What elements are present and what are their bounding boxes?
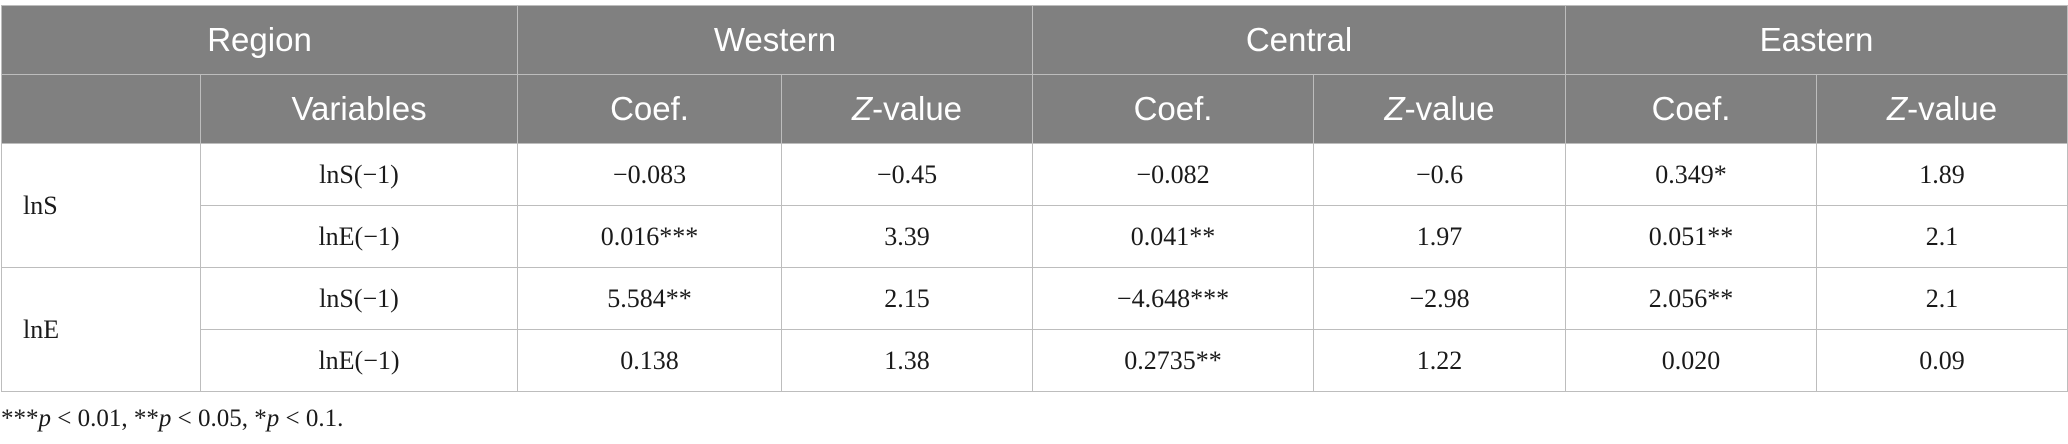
eastern-z-cell: 2.1	[1816, 205, 2068, 268]
western-z-cell: 3.39	[781, 205, 1034, 268]
table-row: lnE(−1) 0.138 1.38 0.2735** 1.22 0.020 0…	[2, 329, 2068, 392]
footnote-text-3: < 0.1.	[279, 405, 344, 432]
footnote-text-1: < 0.01, **	[51, 405, 159, 432]
z-suffix: -value	[1404, 90, 1495, 127]
regression-results-table: Region Western Central Eastern Variables…	[0, 5, 2068, 392]
central-z-cell: −0.6	[1313, 143, 1567, 206]
variable-cell: lnE(−1)	[199, 205, 519, 268]
header-row-regions: Region Western Central Eastern	[0, 5, 2068, 75]
western-z-cell: 2.15	[781, 267, 1034, 330]
variable-cell: lnS(−1)	[199, 143, 519, 206]
z-suffix: -value	[872, 90, 963, 127]
eastern-z-cell: 0.09	[1816, 329, 2068, 392]
z-suffix: -value	[1907, 90, 1998, 127]
western-coef-cell: 0.138	[517, 329, 783, 392]
header-central-coef: Coef.	[1032, 74, 1315, 144]
table-row: lnS lnS(−1) −0.083 −0.45 −0.082 −0.6 0.3…	[1, 143, 2068, 268]
z-letter: Z	[1887, 90, 1908, 127]
footnote-p-2: p	[158, 405, 172, 432]
header-eastern-coef: Coef.	[1565, 74, 1818, 144]
header-western-coef: Coef.	[517, 74, 783, 144]
eastern-z-cell: 1.89	[1816, 143, 2068, 206]
header-central-zvalue: Z-value	[1313, 74, 1567, 144]
central-coef-cell: 0.041**	[1032, 205, 1315, 268]
header-central: Central	[1032, 5, 1567, 75]
header-region: Region	[0, 5, 519, 75]
header-western-zvalue: Z-value	[781, 74, 1034, 144]
eastern-coef-cell: 2.056**	[1565, 267, 1818, 330]
central-coef-cell: −0.082	[1032, 143, 1315, 206]
header-eastern-zvalue: Z-value	[1816, 74, 2068, 144]
group-label-lns: lnS	[1, 143, 201, 268]
central-coef-cell: −4.648***	[1032, 267, 1315, 330]
header-variables: Variables	[199, 74, 519, 144]
header-row-columns: Variables Coef. Z-value Coef. Z-value Co…	[1, 74, 2068, 144]
significance-footnote: ***p < 0.01, **p < 0.05, *p < 0.1.	[1, 405, 343, 433]
eastern-coef-cell: 0.349*	[1565, 143, 1818, 206]
central-z-cell: 1.97	[1313, 205, 1567, 268]
variable-cell: lnS(−1)	[199, 267, 519, 330]
western-z-cell: −0.45	[781, 143, 1034, 206]
z-letter: Z	[1384, 90, 1405, 127]
footnote-p-1: p	[38, 405, 52, 432]
group-label-lne: lnE	[1, 267, 201, 392]
table-row: lnE(−1) 0.016*** 3.39 0.041** 1.97 0.051…	[2, 205, 2068, 268]
eastern-z-cell: 2.1	[1816, 267, 2068, 330]
header-western: Western	[517, 5, 1034, 75]
western-z-cell: 1.38	[781, 329, 1034, 392]
central-coef-cell: 0.2735**	[1032, 329, 1315, 392]
western-coef-cell: 5.584**	[517, 267, 783, 330]
header-blank-cell	[1, 74, 201, 144]
results-table-container: Region Western Central Eastern Variables…	[0, 5, 2068, 392]
header-eastern: Eastern	[1565, 5, 2068, 75]
central-z-cell: −2.98	[1313, 267, 1567, 330]
eastern-coef-cell: 0.020	[1565, 329, 1818, 392]
table-row: lnE lnS(−1) 5.584** 2.15 −4.648*** −2.98…	[1, 267, 2068, 392]
footnote-stars-1: ***	[1, 405, 39, 432]
footnote-p-3: p	[266, 405, 280, 432]
z-letter: Z	[851, 90, 873, 127]
western-coef-cell: 0.016***	[517, 205, 783, 268]
central-z-cell: 1.22	[1313, 329, 1567, 392]
western-coef-cell: −0.083	[517, 143, 783, 206]
variable-cell: lnE(−1)	[199, 329, 519, 392]
footnote-text-2: < 0.05, *	[171, 405, 267, 432]
eastern-coef-cell: 0.051**	[1565, 205, 1818, 268]
